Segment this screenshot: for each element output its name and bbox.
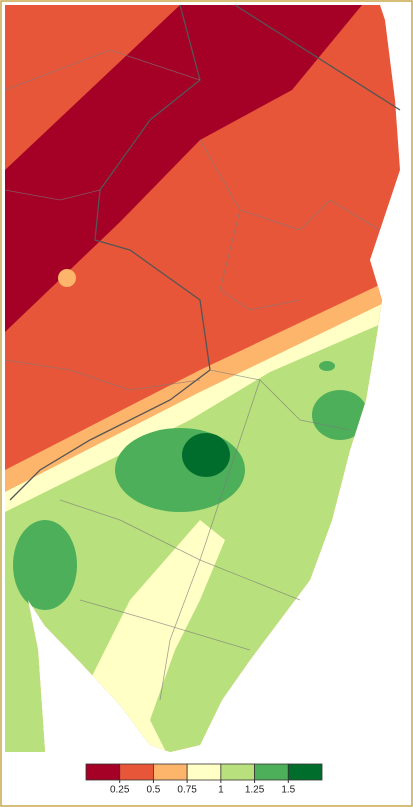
zone: [182, 433, 230, 477]
legend-swatch: [85, 763, 121, 781]
zone: [115, 428, 245, 512]
legend-tick-label: 0.25: [110, 785, 130, 796]
county-line: [59, 499, 301, 601]
boundaries: [4, 4, 401, 701]
zone: [90, 520, 225, 752]
legend-tick-label: 1: [218, 785, 224, 796]
legend-swatch: [119, 763, 154, 781]
county-line: [199, 139, 381, 231]
zone: [58, 269, 76, 287]
county-line: [79, 599, 251, 651]
county-line: [209, 369, 351, 431]
county-line: [4, 359, 201, 391]
zone: [13, 520, 77, 610]
legend-tick-label: 1.25: [245, 785, 265, 796]
county-line: [4, 49, 201, 91]
legend-swatch: [153, 763, 188, 781]
county-line: [219, 209, 301, 311]
legend-swatch: [287, 763, 323, 781]
zone: [319, 361, 335, 371]
legend-swatch: [186, 763, 222, 781]
legend-swatch: [220, 763, 255, 781]
zone: [5, 5, 362, 332]
state-line: [9, 4, 211, 501]
zone: [312, 390, 368, 440]
legend-tick-label: 0.5: [146, 785, 160, 796]
legend-swatch: [254, 763, 289, 781]
county-line: [4, 189, 101, 201]
legend-tick-label: 0.75: [177, 785, 197, 796]
legend: 0.25 0.5 0.75 1 1.25 1.5: [85, 763, 323, 796]
state-line: [234, 4, 401, 111]
legend-tick-label: 1.5: [281, 785, 295, 796]
